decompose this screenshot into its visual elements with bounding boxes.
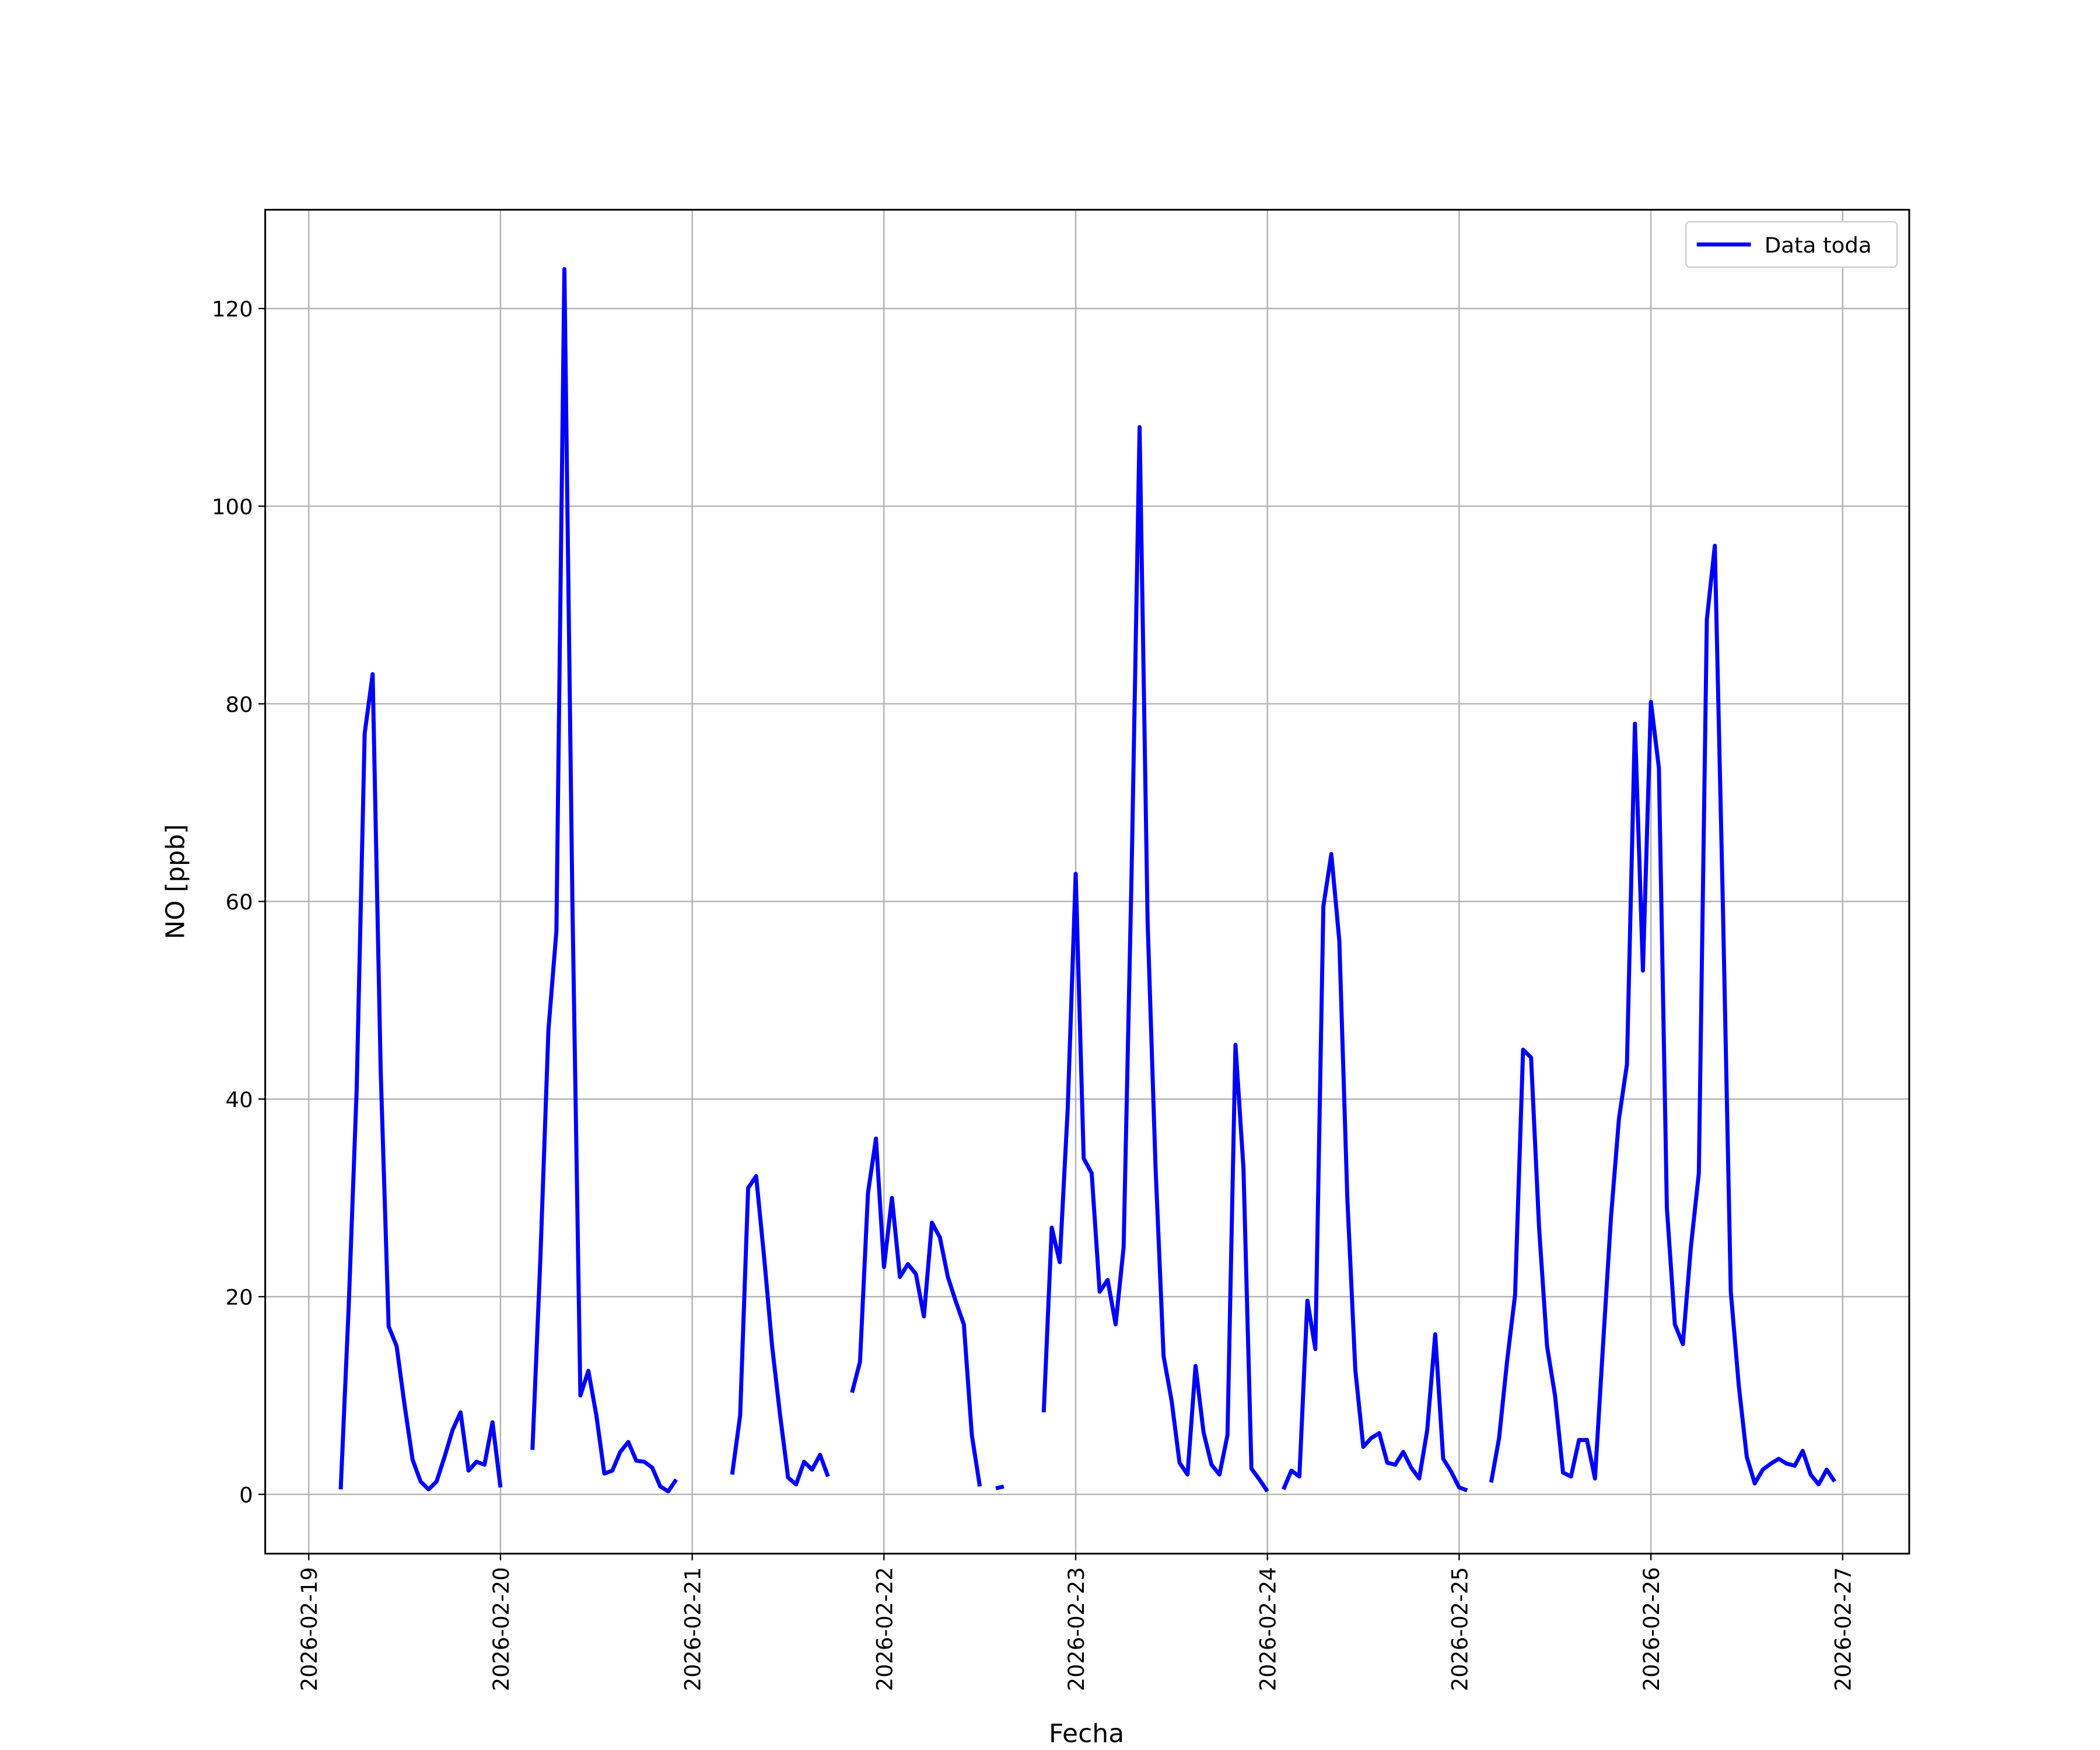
y-axis-label: NO [ppb] [160, 824, 190, 939]
y-tick-label: 60 [226, 890, 253, 915]
y-tick-label: 80 [226, 692, 253, 717]
x-axis-label: Fecha [1049, 1719, 1124, 1749]
y-tick-label: 20 [226, 1285, 253, 1310]
x-tick-label: 2026-02-25 [1447, 1567, 1472, 1691]
y-tick-label: 40 [226, 1087, 253, 1112]
x-tick-label: 2026-02-22 [872, 1567, 897, 1691]
legend-label: Data toda [1765, 233, 1872, 258]
y-tick-label: 100 [212, 495, 253, 520]
x-tick-label: 2026-02-19 [297, 1567, 322, 1691]
data-line [338, 267, 1837, 1494]
plot-frame [264, 209, 1910, 1555]
legend: Data toda [1685, 221, 1898, 268]
legend-box [1685, 221, 1898, 268]
x-tick-label: 2026-02-24 [1255, 1567, 1280, 1691]
y-tick-label: 120 [212, 297, 253, 322]
x-tick-label: 2026-02-27 [1831, 1567, 1856, 1691]
x-tick-label: 2026-02-20 [489, 1567, 514, 1691]
x-tick-label: 2026-02-23 [1064, 1567, 1089, 1691]
x-tick-label: 2026-02-21 [680, 1567, 705, 1691]
y-tick-label: 0 [239, 1483, 253, 1508]
x-tick-label: 2026-02-26 [1639, 1567, 1664, 1691]
